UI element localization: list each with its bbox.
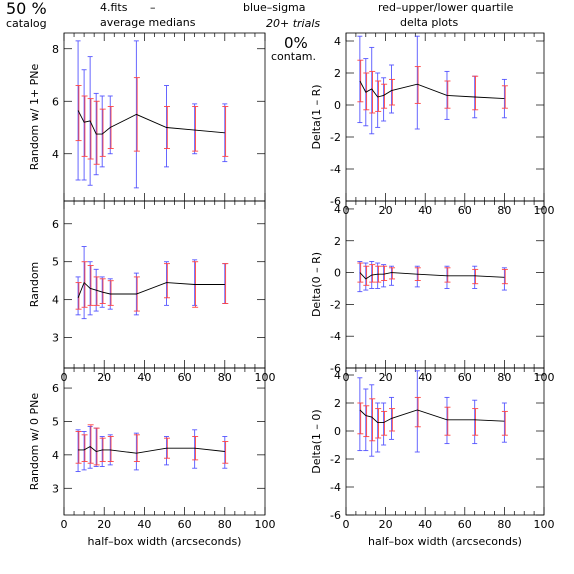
y-tick-label: 4 [334, 203, 341, 216]
header-sigma-legend: blue–sigma [243, 1, 306, 14]
y-tick-label: -6 [330, 362, 341, 375]
y-axis-label: Delta(1 – 0) [310, 409, 323, 473]
y-tick-label: -2 [330, 298, 341, 311]
plot-frame [63, 32, 266, 202]
y-tick-label: 2 [334, 397, 341, 410]
header-contam-value: 0% [284, 34, 308, 52]
y-axis-label: Random w/ 0 PNe [28, 393, 41, 491]
x-tick-label: 80 [497, 518, 511, 531]
y-tick-label: 3 [52, 482, 59, 495]
header-percent: 50 % [6, 0, 47, 18]
header-delta-title: delta plots [400, 16, 458, 29]
y-tick-label: 5 [52, 415, 59, 428]
x-tick-label: 20 [97, 518, 111, 531]
y-axis-label: Random [28, 262, 41, 308]
panel-6: 0 20 40 60 80 100 -6 -4 -2 0 2 4 Delta(1 – 0) half–bo… [310, 367, 555, 548]
header-dash: – [150, 1, 156, 14]
panel-5: 0 20 40 60 80 100 3 4 5 6 Random w/ 0 PNe half–box … [28, 367, 276, 548]
y-tick-label: 6 [52, 382, 59, 395]
x-tick-label: 40 [418, 371, 432, 384]
y-tick-label: -4 [330, 330, 341, 343]
plot-frame [345, 32, 545, 202]
y-tick-label: 4 [52, 148, 59, 161]
header-file: 4.fits [100, 1, 128, 14]
y-tick-label: -6 [330, 195, 341, 208]
x-tick-label: 20 [379, 518, 393, 531]
x-tick-label: 60 [458, 204, 472, 217]
panel-1: 4 6 8 Random w/ 1+ PNe [28, 32, 266, 202]
y-tick-label: -2 [330, 131, 341, 144]
x-tick-label: 40 [137, 371, 151, 384]
y-tick-label: 4 [52, 449, 59, 462]
plot-frame [63, 200, 266, 369]
x-tick-label: 80 [218, 518, 232, 531]
header-trials: 20+ trials [266, 17, 320, 30]
x-tick-label: 40 [137, 518, 151, 531]
x-tick-label: 40 [418, 518, 432, 531]
y-tick-label: 3 [52, 332, 59, 345]
median-line [77, 281, 225, 298]
x-tick-label: 80 [218, 371, 232, 384]
y-axis-label: Delta(1 – R) [310, 84, 323, 149]
y-tick-label: -4 [330, 163, 341, 176]
y-tick-label: 4 [334, 369, 341, 382]
y-tick-label: 0 [334, 425, 341, 438]
y-tick-label: 2 [334, 67, 341, 80]
x-axis-label: half–box width (arcseconds) [368, 535, 522, 548]
y-tick-label: 2 [334, 235, 341, 248]
median-line [359, 80, 505, 100]
y-tick-label: 5 [52, 256, 59, 269]
header-catalog: catalog [6, 17, 47, 30]
plot-frame [345, 367, 545, 516]
y-axis-label: Random w/ 1+ PNe [28, 63, 41, 170]
median-line [359, 409, 505, 424]
y-tick-label: -2 [330, 453, 341, 466]
plot-frame [63, 367, 266, 516]
header-contam-label: contam. [271, 50, 316, 63]
x-tick-label: 40 [418, 204, 432, 217]
y-tick-label: 4 [334, 35, 341, 48]
plot-frame [345, 200, 545, 369]
x-tick-label: 60 [458, 518, 472, 531]
median-line [77, 110, 225, 135]
x-axis-label: half–box width (arcseconds) [88, 535, 242, 548]
y-tick-label: 4 [52, 294, 59, 307]
y-tick-label: 0 [334, 99, 341, 112]
x-tick-label: 100 [255, 518, 276, 531]
x-tick-label: 100 [534, 518, 555, 531]
x-tick-label: 60 [458, 371, 472, 384]
y-tick-label: 8 [52, 43, 59, 56]
x-tick-label: 20 [379, 204, 393, 217]
median-line [78, 445, 225, 454]
x-tick-label: 80 [497, 371, 511, 384]
y-tick-label: 0 [334, 267, 341, 280]
y-tick-label: -6 [330, 509, 341, 522]
x-tick-label: 0 [61, 518, 68, 531]
header-medians: average medians [100, 16, 196, 29]
x-tick-label: 60 [178, 371, 192, 384]
y-tick-label: -4 [330, 481, 341, 494]
x-tick-label: 0 [343, 518, 350, 531]
x-tick-label: 80 [497, 204, 511, 217]
y-tick-label: 6 [52, 218, 59, 231]
header-quartile-legend: red–upper/lower quartile [378, 1, 514, 14]
y-axis-label: Delta(0 – R) [310, 252, 323, 317]
y-tick-label: 6 [52, 95, 59, 108]
x-tick-label: 20 [379, 371, 393, 384]
x-tick-label: 20 [97, 371, 111, 384]
x-tick-label: 60 [178, 518, 192, 531]
median-line [359, 272, 505, 280]
